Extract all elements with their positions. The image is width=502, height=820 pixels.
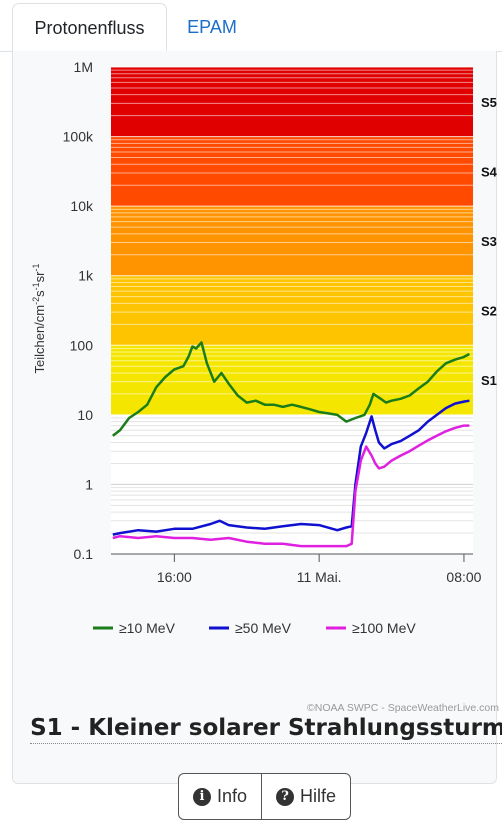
legend-label-0: ≥10 MeV <box>119 620 176 636</box>
storm-scale-label-s4: S4 <box>481 164 498 179</box>
series-line-0 <box>112 341 470 437</box>
y-tick-label: 10k <box>70 198 94 214</box>
y-axis-label-part: sr <box>32 271 47 283</box>
info-icon: i <box>193 787 211 806</box>
help-button-label: Hilfe <box>300 786 337 806</box>
storm-band-s1 <box>111 345 473 415</box>
storm-status-text[interactable]: S1 - Kleiner solarer Strahlungssturm <box>30 715 502 744</box>
y-tick-label: 100 <box>70 337 94 353</box>
tab-epam[interactable]: EPAM <box>187 17 237 37</box>
chart-card: 0.1 1 10 100 1k 10k 100k 1M Teilchen/cm-2s-1sr-1… <box>12 51 502 820</box>
tab-bar: Protonenfluss EPAM <box>0 0 502 52</box>
tab-protonenfluss[interactable]: Protonenfluss <box>12 3 167 52</box>
legend-label-1: ≥50 MeV <box>235 620 292 636</box>
storm-band-s3 <box>111 206 473 276</box>
y-tick-label: 100k <box>63 129 94 145</box>
storm-band-s2 <box>111 275 473 346</box>
storm-scale-label-s2: S2 <box>481 304 497 319</box>
info-button[interactable]: i Info <box>179 774 261 819</box>
y-tick-label: 1k <box>78 268 94 284</box>
y-tick-label: 10 <box>77 407 93 423</box>
help-button[interactable]: ? Hilfe <box>261 774 350 819</box>
legend-label-2: ≥100 MeV <box>352 620 416 636</box>
help-icon: ? <box>276 787 295 806</box>
x-tick-label: 08:00 <box>446 569 481 585</box>
y-axis-label-part: -2 <box>31 297 41 305</box>
y-tick-label: 1 <box>85 476 93 492</box>
series-line-2 <box>112 424 470 548</box>
info-button-label: Info <box>217 786 248 806</box>
storm-scale-label-s1: S1 <box>481 373 497 388</box>
y-tick-label: 1M <box>74 59 93 75</box>
y-axis-label-part: -1 <box>31 282 41 290</box>
proton-flux-chart: 0.11101001k10k100k1MTeilchen/cm-2s-1sr-1… <box>31 59 498 636</box>
y-axis-label-part: -1 <box>31 263 41 271</box>
x-tick-label: 11 Mai. <box>297 569 342 585</box>
chart-credit: ©NOAA SWPC - SpaceWeatherLive.com <box>307 702 499 714</box>
button-group: i Info ? Hilfe <box>178 773 352 820</box>
storm-band-s4 <box>111 136 473 207</box>
y-tick-label: 0.1 <box>74 546 94 562</box>
storm-scale-label-s5: S5 <box>481 95 497 110</box>
storm-status-title: S1 - Kleiner solarer Strahlungssturm <box>13 715 502 744</box>
y-axis-label: Teilchen/cm-2s-1sr-1 <box>31 263 47 373</box>
storm-band-s5 <box>111 67 473 137</box>
x-tick-label: 16:00 <box>157 569 192 585</box>
storm-scale-label-s3: S3 <box>481 234 497 249</box>
y-axis-label-part: Teilchen/cm <box>32 305 47 374</box>
y-axis-label-part: s <box>32 290 47 297</box>
